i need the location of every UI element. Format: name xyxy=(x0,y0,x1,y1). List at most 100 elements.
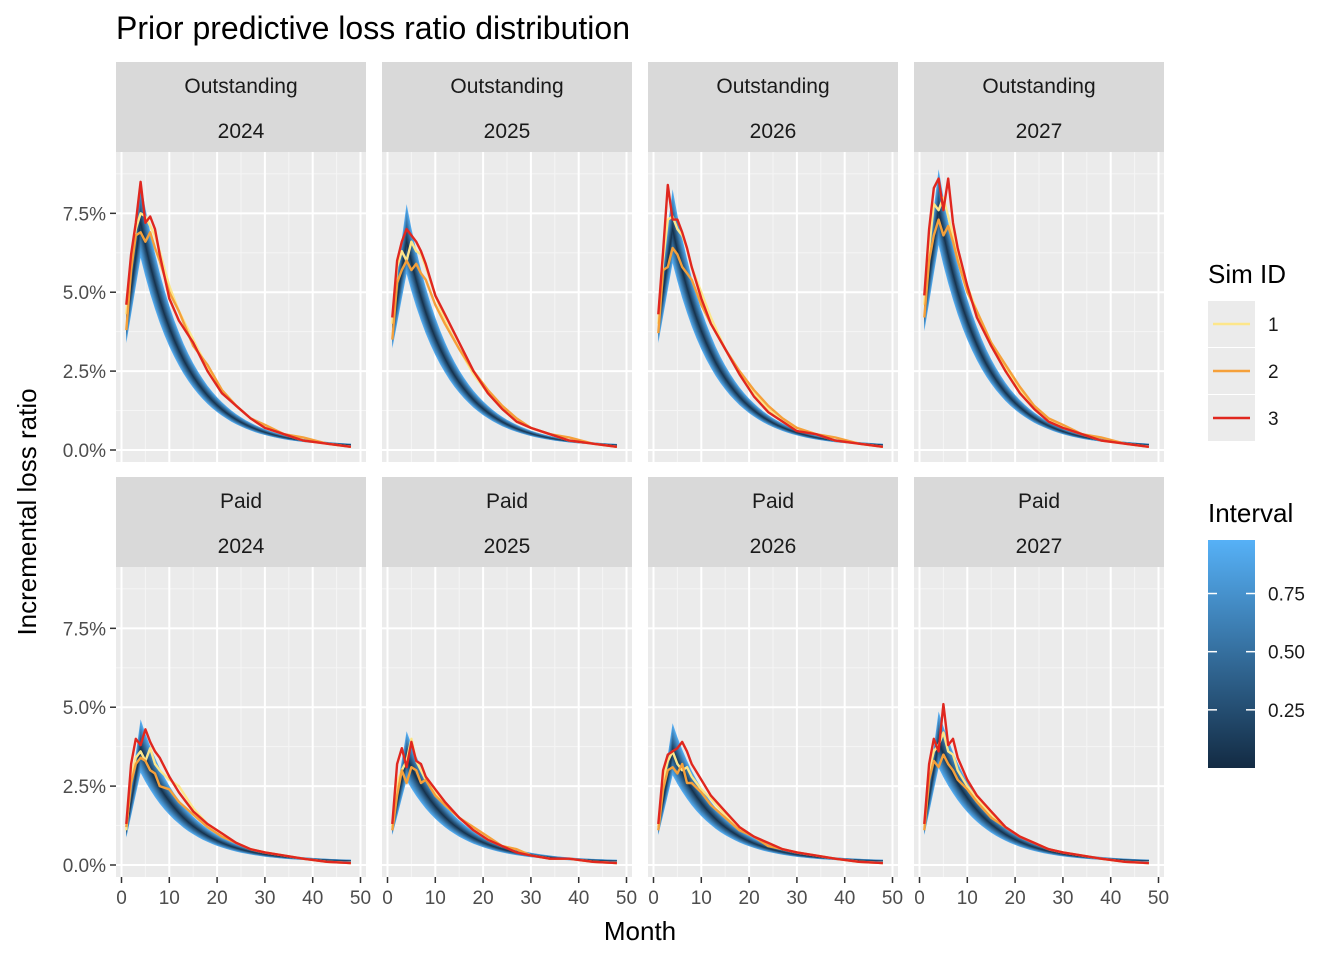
x-tick-label: 40 xyxy=(1100,888,1121,909)
facet-panel: Outstanding 2024 0.0% 2.5% 5.0% 7.5% xyxy=(63,62,366,462)
interval-ribbon xyxy=(392,239,617,445)
facet-panel: Outstanding 2025 xyxy=(382,62,632,462)
interval-ribbon xyxy=(924,199,1149,445)
y-tick-label: 2.5% xyxy=(63,362,106,383)
facet-strip-type: Paid xyxy=(1018,490,1060,513)
interval-ribbon xyxy=(126,203,351,446)
facet-strip-type: Paid xyxy=(220,490,262,513)
interval-ribbon xyxy=(924,740,1149,861)
interval-ribbon xyxy=(658,227,883,445)
y-tick-label: 2.5% xyxy=(63,777,106,798)
facet-strip xyxy=(116,477,366,567)
facet-panels: Outstanding20240.0%2.5%5.0%7.5%Outstandi… xyxy=(63,62,1169,909)
x-tick-label: 10 xyxy=(691,888,712,909)
interval-ribbon xyxy=(658,749,883,861)
interval-ribbon xyxy=(126,731,351,862)
interval-ribbon xyxy=(924,208,1149,445)
y-tick-label: 7.5% xyxy=(63,619,106,640)
interval-ribbon xyxy=(658,222,883,445)
interval-ribbon xyxy=(924,203,1149,445)
sim-id-legend: Sim ID 1 2 3 xyxy=(1208,259,1286,441)
facet-panel: Paid 2026 0 10 20 30 40 50 xyxy=(648,477,903,909)
x-tick-label: 50 xyxy=(882,888,903,909)
x-tick-label: 20 xyxy=(739,888,760,909)
x-axis-title: Month xyxy=(604,916,676,946)
x-tick-label: 10 xyxy=(159,888,180,909)
x-tick-label: 0 xyxy=(382,888,393,909)
interval-ribbon xyxy=(924,195,1149,445)
x-tick-label: 0 xyxy=(914,888,925,909)
facet-strip-year: 2024 xyxy=(218,120,265,143)
interval-ribbon xyxy=(658,197,883,446)
sim-line xyxy=(391,227,618,448)
interval-ribbon xyxy=(126,194,351,446)
y-tick-label: 5.0% xyxy=(63,698,106,719)
facet-strip xyxy=(116,62,366,152)
facet-strip xyxy=(648,62,898,152)
interval-ribbon xyxy=(126,220,351,445)
interval-ribbon xyxy=(392,216,617,446)
sim-line xyxy=(125,180,352,448)
interval-legend: Interval 0.25 0.50 0.75 xyxy=(1208,498,1305,768)
interval-ribbon xyxy=(126,740,351,861)
interval-ribbon xyxy=(924,186,1149,445)
facet-strip xyxy=(914,477,1164,567)
facet-strip-year: 2024 xyxy=(218,535,265,558)
interval-ribbon xyxy=(924,730,1149,861)
interval-ribbon xyxy=(392,212,617,446)
interval-ribbon xyxy=(658,210,883,446)
interval-ribbon xyxy=(924,711,1149,862)
interval-ribbon xyxy=(126,743,351,861)
interval-ribbon xyxy=(126,199,351,446)
x-tick-label: 0 xyxy=(648,888,659,909)
interval-ribbon xyxy=(658,723,883,862)
x-tick-label: 10 xyxy=(425,888,446,909)
facet-strip-type: Outstanding xyxy=(982,75,1095,98)
sim-line xyxy=(923,177,1150,448)
facet-strip-year: 2025 xyxy=(484,535,531,558)
facet-strip xyxy=(382,62,632,152)
interval-ribbon xyxy=(658,214,883,445)
interval-ribbon xyxy=(658,741,883,862)
interval-ribbon xyxy=(392,756,617,861)
interval-ribbon xyxy=(924,727,1149,862)
x-tick-label: 40 xyxy=(834,888,855,909)
facet-strip-year: 2026 xyxy=(750,120,797,143)
interval-ribbon xyxy=(658,738,883,862)
interval-ribbon xyxy=(924,733,1149,861)
chart-title: Prior predictive loss ratio distribution xyxy=(116,10,630,46)
sim-line xyxy=(657,183,884,448)
sim-line xyxy=(125,728,351,865)
facet-strip xyxy=(648,477,898,567)
x-tick-label: 30 xyxy=(254,888,275,909)
facet-strip-type: Paid xyxy=(752,490,794,513)
interval-ribbon xyxy=(658,218,883,445)
interval-ribbon xyxy=(658,735,883,862)
interval-ribbon xyxy=(126,216,351,445)
x-tick-label: 50 xyxy=(350,888,371,909)
interval-ribbon xyxy=(392,220,617,446)
sim-legend-label: 3 xyxy=(1268,409,1279,430)
x-tick-label: 30 xyxy=(520,888,541,909)
interval-ribbon xyxy=(924,190,1149,445)
interval-ribbon xyxy=(392,731,617,862)
interval-ribbon xyxy=(392,235,617,445)
facet-panel: Outstanding 2027 xyxy=(914,62,1164,462)
facet-strip-year: 2025 xyxy=(484,120,531,143)
interval-ribbon xyxy=(392,745,617,862)
facet-panel: Paid 2025 0 10 20 30 40 50 xyxy=(382,477,637,909)
interval-ribbon xyxy=(126,212,351,445)
interval-ribbon xyxy=(126,207,351,445)
interval-ribbon xyxy=(658,201,883,446)
facet-strip-year: 2027 xyxy=(1016,120,1063,143)
facet-strip-type: Paid xyxy=(486,490,528,513)
y-tick-label: 7.5% xyxy=(63,204,106,225)
interval-ribbon xyxy=(126,190,351,446)
sim-legend-label: 2 xyxy=(1268,362,1279,383)
x-tick-label: 40 xyxy=(568,888,589,909)
facet-strip-year: 2026 xyxy=(750,535,797,558)
x-tick-label: 50 xyxy=(616,888,637,909)
sim-legend-title: Sim ID xyxy=(1208,259,1286,289)
interval-ribbon xyxy=(126,728,351,862)
x-tick-label: 30 xyxy=(1052,888,1073,909)
